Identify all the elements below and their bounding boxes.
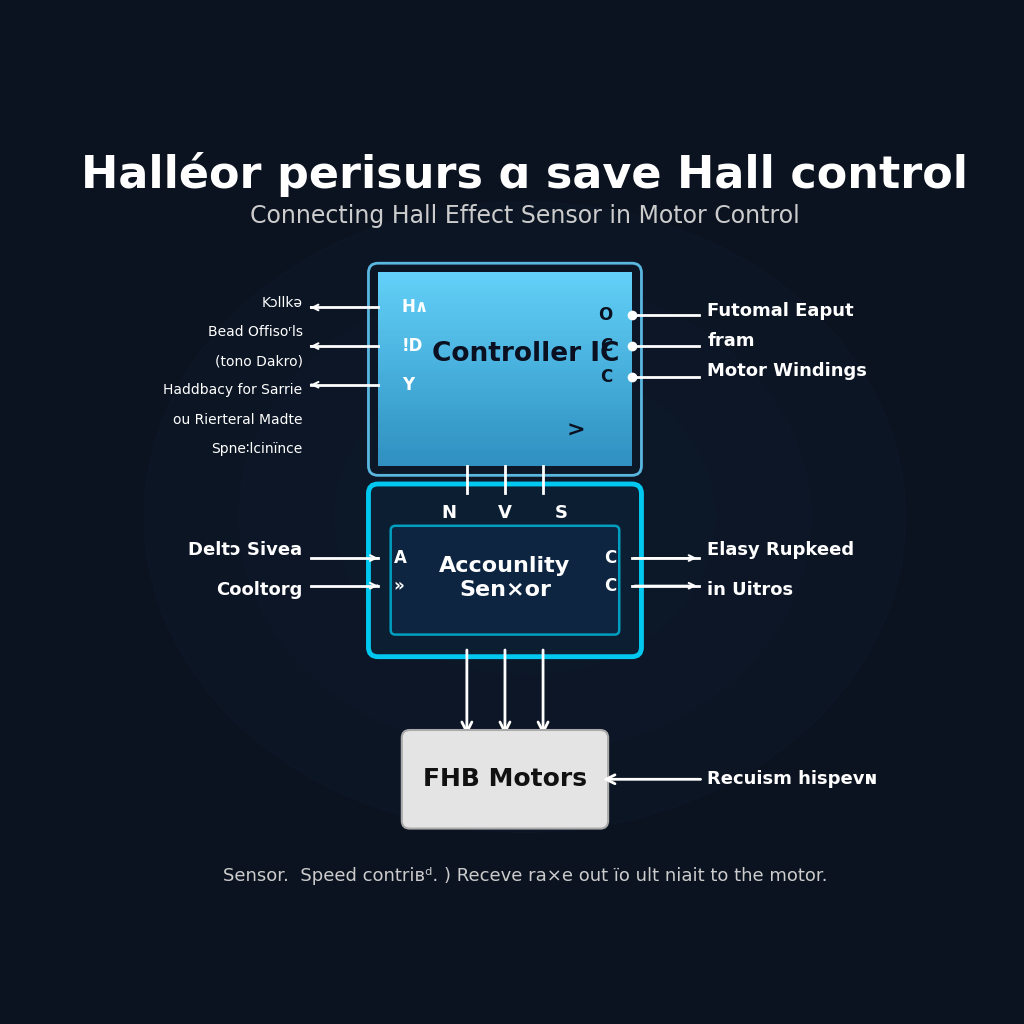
FancyBboxPatch shape — [378, 288, 632, 292]
FancyBboxPatch shape — [378, 394, 632, 398]
FancyBboxPatch shape — [378, 456, 632, 460]
Text: ou Rierteral Madte: ou Rierteral Madte — [173, 413, 303, 427]
FancyBboxPatch shape — [378, 459, 632, 463]
FancyBboxPatch shape — [378, 449, 632, 453]
FancyBboxPatch shape — [378, 391, 632, 395]
Text: Controller IC: Controller IC — [431, 341, 618, 367]
FancyBboxPatch shape — [378, 430, 632, 434]
Text: C: C — [600, 368, 612, 386]
FancyBboxPatch shape — [378, 307, 632, 311]
Text: Bead Offisoʳls: Bead Offisoʳls — [208, 325, 303, 339]
FancyBboxPatch shape — [378, 408, 632, 411]
FancyBboxPatch shape — [378, 272, 632, 275]
Text: Recuism hispevɴ: Recuism hispevɴ — [708, 770, 878, 788]
Text: Accounlity
Sen×or: Accounlity Sen×or — [439, 556, 570, 600]
FancyBboxPatch shape — [378, 439, 632, 443]
FancyBboxPatch shape — [378, 336, 632, 340]
Text: Haddbacy for Sarrie: Haddbacy for Sarrie — [164, 383, 303, 397]
FancyBboxPatch shape — [378, 436, 632, 440]
Ellipse shape — [239, 281, 811, 754]
FancyBboxPatch shape — [378, 346, 632, 350]
FancyBboxPatch shape — [378, 343, 632, 347]
Text: A: A — [394, 549, 407, 567]
FancyBboxPatch shape — [378, 279, 632, 283]
Text: V: V — [498, 505, 512, 522]
FancyBboxPatch shape — [378, 352, 632, 356]
FancyBboxPatch shape — [378, 372, 632, 376]
FancyBboxPatch shape — [378, 313, 632, 317]
Text: Deltɔ Sivea: Deltɔ Sivea — [188, 542, 303, 559]
FancyBboxPatch shape — [369, 484, 641, 656]
FancyBboxPatch shape — [378, 324, 632, 328]
FancyBboxPatch shape — [378, 317, 632, 321]
Text: N: N — [441, 505, 457, 522]
FancyBboxPatch shape — [378, 375, 632, 379]
Text: in Uitros: in Uitros — [708, 581, 794, 599]
Text: H∧: H∧ — [401, 298, 429, 316]
FancyBboxPatch shape — [378, 403, 632, 408]
FancyBboxPatch shape — [378, 358, 632, 362]
Text: Futomal Eaput: Futomal Eaput — [708, 302, 854, 321]
FancyBboxPatch shape — [378, 340, 632, 343]
Text: Kɔllkə: Kɔllkə — [261, 296, 303, 310]
Text: >: > — [566, 421, 586, 441]
FancyBboxPatch shape — [378, 301, 632, 305]
Text: Y: Y — [401, 376, 414, 394]
FancyBboxPatch shape — [378, 285, 632, 289]
FancyBboxPatch shape — [378, 366, 632, 370]
FancyBboxPatch shape — [378, 275, 632, 280]
FancyBboxPatch shape — [378, 388, 632, 392]
Text: Elasy Rupkeed: Elasy Rupkeed — [708, 542, 854, 559]
FancyBboxPatch shape — [378, 442, 632, 446]
FancyBboxPatch shape — [378, 400, 632, 404]
Text: »: » — [394, 577, 404, 595]
Text: Motor Windings: Motor Windings — [708, 362, 867, 380]
FancyBboxPatch shape — [378, 304, 632, 308]
FancyBboxPatch shape — [378, 397, 632, 401]
Ellipse shape — [143, 202, 905, 833]
FancyBboxPatch shape — [378, 291, 632, 295]
Text: FHB Motors: FHB Motors — [423, 767, 587, 792]
FancyBboxPatch shape — [378, 453, 632, 457]
Text: Cooltorg: Cooltorg — [216, 581, 303, 599]
FancyBboxPatch shape — [378, 282, 632, 286]
FancyBboxPatch shape — [391, 525, 620, 635]
Text: !D: !D — [401, 337, 423, 355]
FancyBboxPatch shape — [378, 381, 632, 385]
FancyBboxPatch shape — [378, 349, 632, 353]
FancyBboxPatch shape — [401, 730, 608, 828]
FancyBboxPatch shape — [378, 295, 632, 298]
FancyBboxPatch shape — [378, 362, 632, 366]
FancyBboxPatch shape — [378, 298, 632, 302]
Text: (tono Dakro): (tono Dakro) — [215, 354, 303, 369]
FancyBboxPatch shape — [378, 433, 632, 437]
FancyBboxPatch shape — [378, 321, 632, 325]
Text: C: C — [600, 337, 612, 355]
Text: O: O — [598, 306, 612, 325]
Text: S: S — [554, 505, 567, 522]
Text: Sensor.  Speed contriвᵈ. ) Receve ra×e out їo ult niait to the motor.: Sensor. Speed contriвᵈ. ) Receve ra×e ou… — [222, 867, 827, 885]
FancyBboxPatch shape — [378, 378, 632, 382]
FancyBboxPatch shape — [378, 330, 632, 334]
FancyBboxPatch shape — [378, 423, 632, 427]
FancyBboxPatch shape — [378, 445, 632, 450]
FancyBboxPatch shape — [378, 327, 632, 331]
Text: Connecting Hall Effect Sensor in Motor Control: Connecting Hall Effect Sensor in Motor C… — [250, 204, 800, 228]
FancyBboxPatch shape — [378, 411, 632, 415]
FancyBboxPatch shape — [378, 426, 632, 430]
Text: C: C — [604, 549, 616, 567]
Text: fram: fram — [708, 333, 755, 350]
FancyBboxPatch shape — [378, 414, 632, 418]
FancyBboxPatch shape — [378, 385, 632, 388]
FancyBboxPatch shape — [378, 462, 632, 466]
FancyBboxPatch shape — [378, 420, 632, 424]
FancyBboxPatch shape — [378, 417, 632, 421]
Text: Spne∶lcinїnce: Spne∶lcinїnce — [211, 441, 303, 456]
Text: Halléor perisurs ɑ save Hall control: Halléor perisurs ɑ save Hall control — [81, 152, 969, 197]
FancyBboxPatch shape — [378, 333, 632, 337]
FancyBboxPatch shape — [378, 355, 632, 359]
FancyBboxPatch shape — [378, 369, 632, 373]
Text: C: C — [604, 577, 616, 595]
FancyBboxPatch shape — [378, 310, 632, 314]
